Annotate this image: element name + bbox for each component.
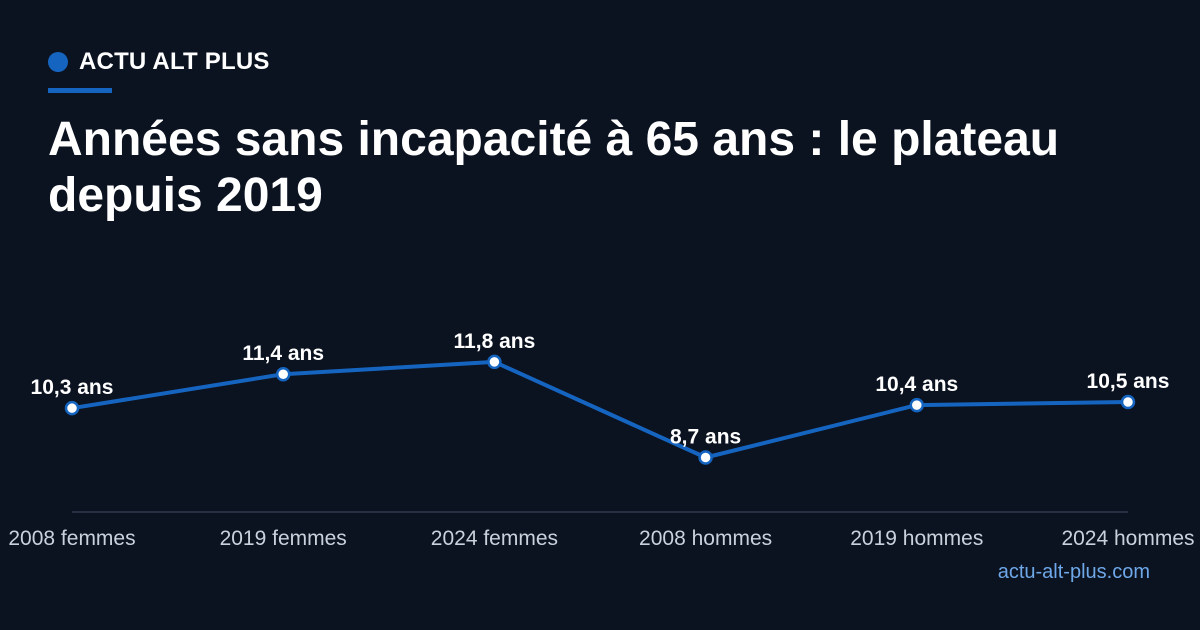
data-label: 8,7 ans bbox=[670, 426, 741, 449]
data-point bbox=[909, 397, 925, 413]
brand-dot-icon bbox=[48, 52, 68, 72]
series-line bbox=[70, 359, 1130, 460]
x-tick-label: 2024 femmes bbox=[431, 527, 558, 550]
data-point bbox=[275, 366, 291, 382]
data-point bbox=[698, 450, 713, 465]
data-label: 10,5 ans bbox=[1087, 370, 1170, 393]
chart-title: Années sans incapacité à 65 ans : le pla… bbox=[48, 113, 1060, 222]
data-labels: 10,3 ans 11,4 ans 11,8 ans 8,7 ans 10,4 ans 1… bbox=[31, 330, 1170, 449]
source-url: actu-alt-plus.com bbox=[997, 561, 1150, 583]
data-label: 10,4 ans bbox=[875, 373, 958, 396]
data-point bbox=[487, 354, 502, 370]
data-markers bbox=[64, 354, 1136, 465]
brand-underline bbox=[48, 88, 112, 93]
data-label: 11,4 ans bbox=[242, 342, 324, 365]
brand-name: ACTU ALT PLUS bbox=[79, 48, 270, 75]
data-label: 11,8 ans bbox=[454, 330, 536, 353]
x-tick-label: 2008 hommes bbox=[639, 527, 772, 550]
x-tick-labels: 2008 femmes 2019 femmes 2024 femmes 2008 ho… bbox=[8, 527, 1194, 550]
brand: ACTU ALT PLUS bbox=[48, 48, 270, 76]
data-point bbox=[64, 400, 80, 416]
x-tick-label: 2008 femmes bbox=[8, 527, 135, 550]
data-point bbox=[1120, 394, 1136, 410]
x-tick-label: 2024 hommes bbox=[1061, 527, 1194, 550]
data-label: 10,3 ans bbox=[31, 376, 114, 399]
x-tick-label: 2019 femmes bbox=[220, 527, 347, 550]
x-tick-label: 2019 hommes bbox=[850, 527, 983, 550]
